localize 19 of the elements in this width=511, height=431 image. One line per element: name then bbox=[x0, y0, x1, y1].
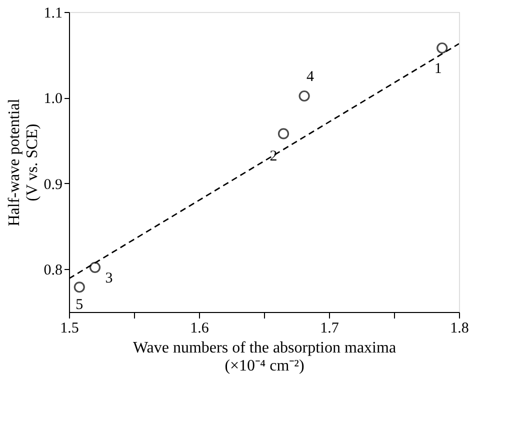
x-tick-label: 1.5 bbox=[60, 320, 79, 336]
point bbox=[278, 128, 290, 140]
point bbox=[74, 282, 85, 293]
point bbox=[436, 42, 448, 54]
y-tick-label: 0.9 bbox=[44, 176, 62, 193]
y-tick-label: 1.0 bbox=[44, 91, 62, 108]
point bbox=[89, 262, 101, 273]
annotation: 3 bbox=[105, 270, 113, 286]
point bbox=[298, 90, 310, 102]
annotation: 4 bbox=[306, 69, 315, 85]
x-axis-title: Wave numbers of the absorption maxima (×10⁻⁴ cm⁻²) bbox=[132, 340, 396, 374]
x-tick-label: 1.8 bbox=[450, 320, 469, 336]
y-tick-label: 1.1 bbox=[44, 6, 62, 22]
x-tick-label: 1.7 bbox=[320, 320, 340, 336]
annotation: 1 bbox=[434, 61, 442, 77]
y-axis-title: Half-wave potential (V vs. SCE) bbox=[6, 98, 41, 226]
y-tick-label: 0.8 bbox=[44, 262, 62, 279]
annotation: 5 bbox=[76, 297, 84, 314]
x-tick-label: 1.6 bbox=[190, 320, 210, 336]
